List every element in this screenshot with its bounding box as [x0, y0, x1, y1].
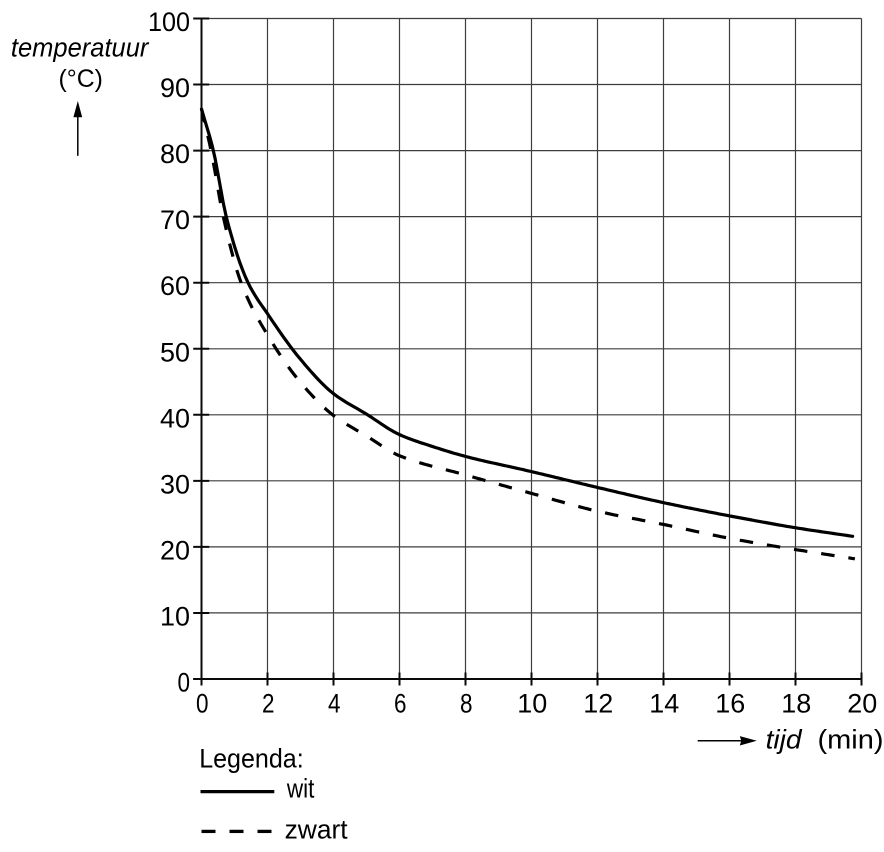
svg-text:4: 4	[328, 688, 341, 719]
svg-text:16: 16	[715, 688, 745, 719]
svg-text:30: 30	[160, 468, 190, 499]
svg-text:40: 40	[160, 402, 190, 433]
svg-text:2: 2	[262, 688, 275, 719]
svg-text:(°C): (°C)	[59, 66, 103, 93]
svg-text:90: 90	[160, 72, 190, 103]
svg-text:0: 0	[196, 688, 209, 719]
svg-text:6: 6	[394, 688, 407, 719]
svg-text:tijd: tijd	[766, 724, 803, 754]
svg-text:80: 80	[160, 138, 190, 169]
svg-text:20: 20	[160, 534, 190, 565]
svg-text:0: 0	[178, 667, 191, 698]
svg-text:wit: wit	[286, 774, 315, 804]
svg-text:10: 10	[517, 688, 547, 719]
svg-text:12: 12	[583, 688, 613, 719]
svg-text:100: 100	[148, 6, 190, 37]
svg-text:18: 18	[781, 688, 811, 719]
svg-text:temperatuur: temperatuur	[11, 33, 150, 63]
svg-text:Legenda:: Legenda:	[199, 744, 304, 774]
svg-text:20: 20	[847, 688, 877, 719]
svg-text:10: 10	[160, 600, 190, 631]
svg-text:(min): (min)	[818, 724, 884, 754]
svg-text:14: 14	[649, 688, 679, 719]
svg-text:70: 70	[160, 204, 190, 235]
svg-text:50: 50	[160, 336, 190, 367]
svg-text:8: 8	[460, 688, 473, 719]
svg-text:zwart: zwart	[285, 814, 349, 844]
svg-text:60: 60	[160, 270, 190, 301]
